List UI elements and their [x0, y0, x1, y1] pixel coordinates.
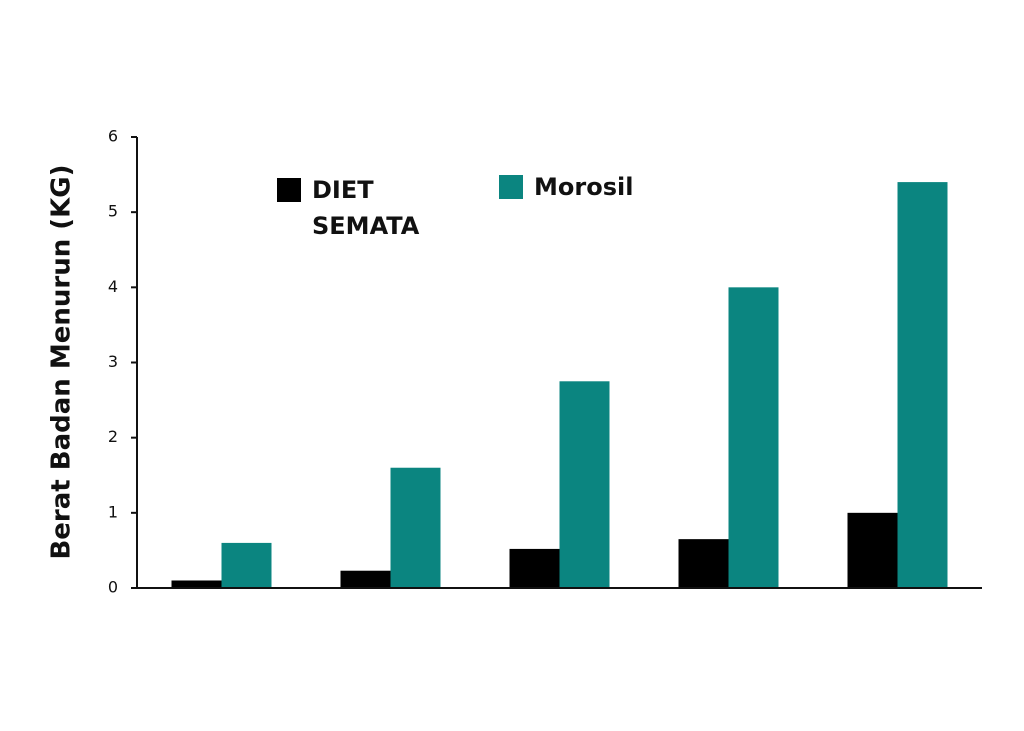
- bar: [171, 580, 222, 588]
- bar: [509, 548, 560, 588]
- legend-label: DIET SEMATA: [312, 176, 420, 240]
- y-axis-label: Berat Badan Menurun (KG): [47, 164, 77, 559]
- y-tick-label: 5: [108, 202, 118, 221]
- bar: [340, 570, 391, 588]
- bar: [221, 542, 272, 588]
- legend-label: Morosil: [534, 173, 634, 201]
- y-tick-label: 4: [108, 277, 118, 296]
- legend-swatch: [499, 175, 523, 199]
- bar: [847, 512, 898, 588]
- legend-item: Morosil: [499, 169, 633, 205]
- y-tick-label: 2: [108, 427, 118, 446]
- legend-item: DIET SEMATA: [277, 172, 477, 244]
- bar: [678, 539, 729, 588]
- bar: [559, 381, 610, 588]
- y-tick-label: 3: [108, 352, 118, 371]
- y-tick-label: 6: [108, 127, 118, 146]
- legend-swatch: [277, 178, 301, 202]
- y-tick-label: 1: [108, 502, 118, 521]
- bar: [897, 182, 948, 588]
- y-tick-label: 0: [108, 578, 118, 597]
- bar: [728, 287, 779, 588]
- bar: [390, 467, 441, 588]
